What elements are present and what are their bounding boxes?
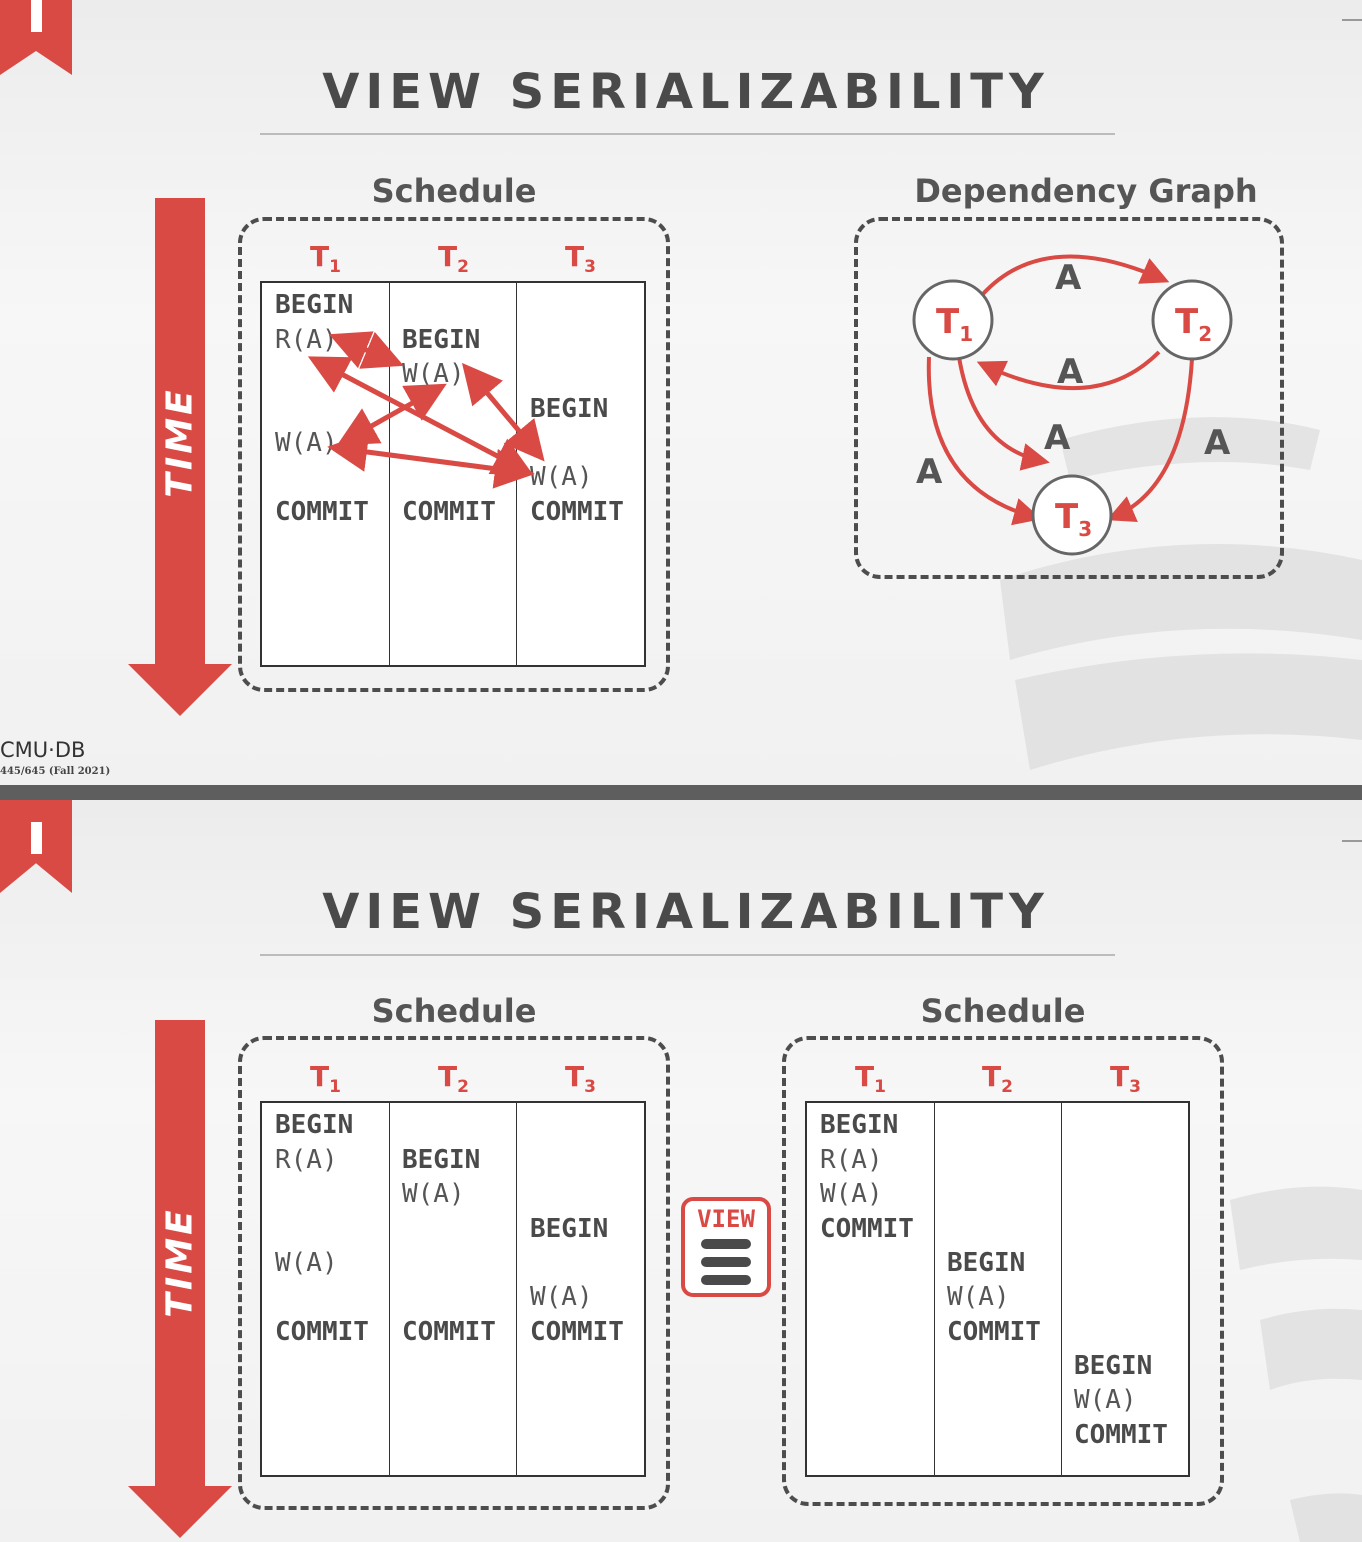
arrow-w2-w1 (336, 383, 447, 446)
edge-t1-t3-outer (926, 356, 1042, 526)
serial-t2-write: W(A) (947, 1282, 1010, 1312)
node-t3-label: T3 (1055, 497, 1092, 541)
t3-write: W(A) (530, 462, 593, 492)
node-t1-label: T1 (936, 302, 973, 346)
edge-t2-t1 (976, 350, 1161, 391)
view-badge-label: VIEW (697, 1205, 755, 1233)
schedule-table-right (805, 1101, 1190, 1477)
schedule-heading-left: Schedule (371, 992, 537, 1030)
column-divider (389, 1103, 390, 1475)
t2-commit: COMMIT (402, 1317, 496, 1347)
serial-t1-read: R(A) (820, 1145, 883, 1175)
equivalence-icon: VIEW (681, 1197, 771, 1297)
slide-title: VIEW SERIALIZABILITY (322, 884, 1050, 940)
arrow-r1-w2 (328, 331, 404, 369)
slide-title: VIEW SERIALIZABILITY (322, 64, 1050, 120)
column-divider (516, 1103, 517, 1475)
db-logo-watermark (1230, 1186, 1362, 1542)
dependency-graph: T1 T2 T3 A A A A A (912, 254, 1233, 556)
title-divider (260, 954, 1115, 956)
t2-write: W(A) (402, 1179, 465, 1209)
serial-t2-commit: COMMIT (947, 1317, 1041, 1347)
t2-begin: BEGIN (402, 325, 481, 355)
time-arrow-icon (128, 198, 232, 716)
t1-begin: BEGIN (275, 1110, 354, 1140)
course-label: 445/645 (Fall 2021) (0, 766, 111, 777)
node-t3 (1031, 474, 1113, 556)
slide-2: VIEW SERIALIZABILITY TIME Schedule T1 T2… (0, 800, 1362, 1542)
node-t1 (912, 279, 994, 361)
serial-t1-commit: COMMIT (820, 1214, 914, 1244)
edge-t2-t3 (1106, 358, 1194, 522)
t2-begin: BEGIN (402, 1145, 481, 1175)
equals-bar (701, 1239, 751, 1249)
conflict-arrows (307, 331, 545, 489)
edge-label-t2-t3: A (1204, 423, 1231, 463)
title-divider (260, 133, 1115, 135)
t1-commit: COMMIT (275, 497, 369, 527)
schedule-heading-right: Schedule (920, 992, 1086, 1030)
equals-bar (701, 1275, 751, 1285)
graph-frame (854, 217, 1284, 579)
edge-label-t2-t1: A (1057, 352, 1084, 392)
serial-t3-commit: COMMIT (1074, 1420, 1168, 1450)
txn-header-t2: T2 (438, 1060, 469, 1097)
t3-commit: COMMIT (530, 1317, 624, 1347)
t1-read: R(A) (275, 1145, 338, 1175)
serial-t3-write: W(A) (1074, 1385, 1137, 1415)
t3-commit: COMMIT (530, 497, 624, 527)
serial-t1-begin: BEGIN (820, 1110, 899, 1140)
edge-label-t1-t3-inner: A (1044, 418, 1071, 458)
txn-header-t2: T2 (982, 1060, 1013, 1097)
txn-header-t1: T1 (310, 240, 341, 277)
slide-1: VIEW SERIALIZABILITY TIME Schedule T1 T2… (0, 0, 1362, 785)
column-divider (1061, 1103, 1062, 1475)
node-t2-label: T2 (1175, 302, 1212, 346)
corner-rule (1342, 19, 1362, 21)
time-label: TIME (159, 1207, 201, 1318)
txn-header-t3: T3 (1110, 1060, 1141, 1097)
edge-label-t1-t2: A (1055, 258, 1082, 298)
t1-write: W(A) (275, 1248, 338, 1278)
graph-heading: Dependency Graph (914, 172, 1258, 210)
time-arrow-icon (128, 1020, 232, 1538)
corner-rule (1342, 840, 1362, 842)
equals-bar (701, 1257, 751, 1267)
t3-write: W(A) (530, 1282, 593, 1312)
edge-t1-t3-inner (957, 356, 1050, 471)
schedule-heading: Schedule (371, 172, 537, 210)
txn-header-t1: T1 (310, 1060, 341, 1097)
edge-label-t1-t3-outer: A (916, 452, 943, 492)
txn-header-t3: T3 (565, 1060, 596, 1097)
txn-header-t2: T2 (438, 240, 469, 277)
txn-header-t3: T3 (565, 240, 596, 277)
t1-commit: COMMIT (275, 1317, 369, 1347)
t3-begin: BEGIN (530, 1214, 609, 1244)
serial-t3-begin: BEGIN (1074, 1351, 1153, 1381)
node-t2 (1151, 279, 1233, 361)
schedule-frame (238, 217, 670, 692)
t1-read: R(A) (275, 325, 338, 355)
arrow-w2-w3 (461, 362, 545, 462)
cmu-db-logo: CMU·DB (0, 738, 86, 762)
serial-t1-write: W(A) (820, 1179, 883, 1209)
t2-commit: COMMIT (402, 497, 496, 527)
serial-t2-begin: BEGIN (947, 1248, 1026, 1278)
column-divider (934, 1103, 935, 1475)
edge-t1-t2 (980, 254, 1170, 297)
schedule-table-left (260, 1101, 646, 1477)
txn-header-t1: T1 (855, 1060, 886, 1097)
t1-begin: BEGIN (275, 290, 354, 320)
arrow-w1-w3 (327, 432, 535, 489)
schedule-frame-right (782, 1036, 1224, 1506)
schedule-frame-left (238, 1036, 670, 1510)
